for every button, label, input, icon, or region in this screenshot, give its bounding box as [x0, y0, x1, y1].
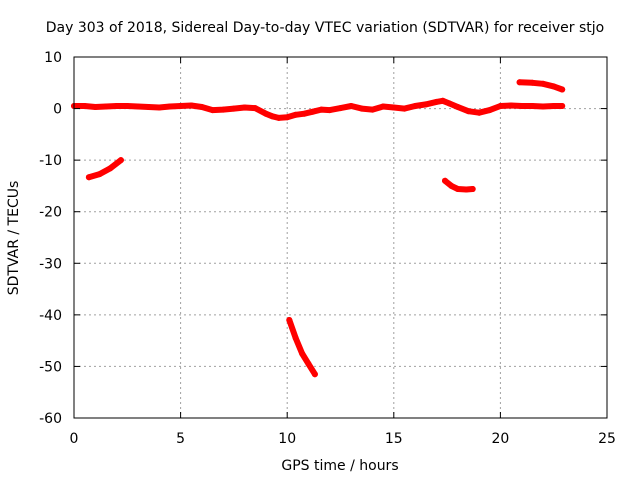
data-point	[454, 104, 461, 110]
data-point	[412, 103, 419, 109]
data-point	[550, 83, 557, 90]
data-point	[540, 80, 546, 87]
x-tick-label: 5	[176, 431, 185, 447]
data-point	[198, 104, 205, 110]
data-point	[209, 107, 216, 114]
data-point	[241, 104, 248, 111]
data-point	[299, 350, 306, 357]
data-point	[448, 182, 455, 189]
data-point	[107, 165, 114, 172]
data-point	[145, 104, 152, 110]
data-point	[124, 103, 131, 109]
data-point	[275, 114, 282, 121]
y-tick-label: -60	[39, 411, 62, 427]
data-point	[463, 186, 470, 193]
data-point	[559, 103, 566, 109]
data-point	[401, 105, 408, 112]
data-point	[292, 111, 299, 118]
data-point	[252, 105, 259, 112]
data-point	[311, 371, 318, 378]
data-point	[113, 103, 120, 109]
data-point	[358, 105, 365, 112]
data-point	[446, 100, 453, 107]
data-point	[220, 106, 227, 113]
data-point	[92, 104, 99, 110]
series-line-segment	[286, 317, 318, 378]
data-point	[309, 108, 316, 115]
data-point	[103, 103, 109, 110]
y-axis-label: SDTVAR / TECUs	[6, 181, 22, 296]
data-point	[422, 101, 429, 108]
data-point	[380, 103, 387, 110]
data-point	[286, 317, 293, 323]
plot-frame	[73, 56, 608, 419]
data-point	[292, 335, 299, 342]
data-point	[305, 360, 312, 367]
data-point	[469, 186, 476, 192]
data-point	[540, 103, 546, 110]
data-point	[117, 157, 124, 164]
data-point	[442, 177, 448, 184]
x-tick-label: 15	[385, 431, 403, 447]
data-point	[269, 113, 276, 120]
data-point	[262, 110, 269, 117]
data-point	[177, 103, 184, 109]
y-tick-label: -50	[39, 359, 62, 375]
data-point	[230, 105, 237, 112]
data-point	[497, 103, 504, 109]
data-point	[486, 107, 493, 114]
x-tick-label: 25	[598, 431, 616, 447]
data-point	[390, 104, 397, 111]
x-tick-label: 20	[491, 431, 509, 447]
y-tick-label: -20	[39, 205, 62, 221]
data-point	[156, 104, 163, 111]
data-point	[348, 103, 355, 109]
y-tick-label: 10	[44, 50, 62, 66]
data-point	[318, 106, 325, 113]
data-point	[166, 103, 173, 110]
data-point	[188, 102, 195, 109]
data-point	[96, 171, 103, 178]
data-point	[454, 186, 461, 192]
ticks	[73, 56, 608, 419]
y-tick-label: -30	[39, 256, 62, 272]
data-point	[337, 105, 344, 112]
data-point	[135, 103, 141, 110]
data-point	[529, 103, 536, 109]
data-point	[369, 106, 376, 113]
y-tick-label: -40	[39, 308, 62, 324]
data-point	[518, 103, 525, 109]
chart-title: Day 303 of 2018, Sidereal Day-to-day VTE…	[46, 20, 604, 36]
series	[71, 79, 566, 378]
x-axis-label: GPS time / hours	[281, 458, 398, 474]
series-line-segment	[85, 157, 124, 181]
data-point	[301, 110, 308, 117]
data-point	[508, 102, 515, 109]
data-point	[433, 98, 440, 105]
data-point	[476, 109, 483, 116]
y-tick-label: -10	[39, 153, 62, 169]
data-point	[284, 114, 291, 121]
data-point	[326, 107, 333, 114]
data-point	[559, 86, 566, 93]
tick-labels: 0 5 10 15 20 25 10 0 -10 -20 -30 -40 -50 -60	[39, 50, 616, 447]
data-point	[85, 174, 92, 181]
data-point	[529, 79, 536, 86]
data-point	[516, 79, 523, 86]
data-point	[465, 108, 472, 115]
data-point	[550, 103, 557, 109]
data-point	[81, 103, 88, 109]
data-point	[439, 97, 446, 104]
x-tick-label: 10	[278, 431, 296, 447]
x-tick-label: 0	[70, 431, 79, 447]
y-tick-label: 0	[53, 102, 62, 118]
